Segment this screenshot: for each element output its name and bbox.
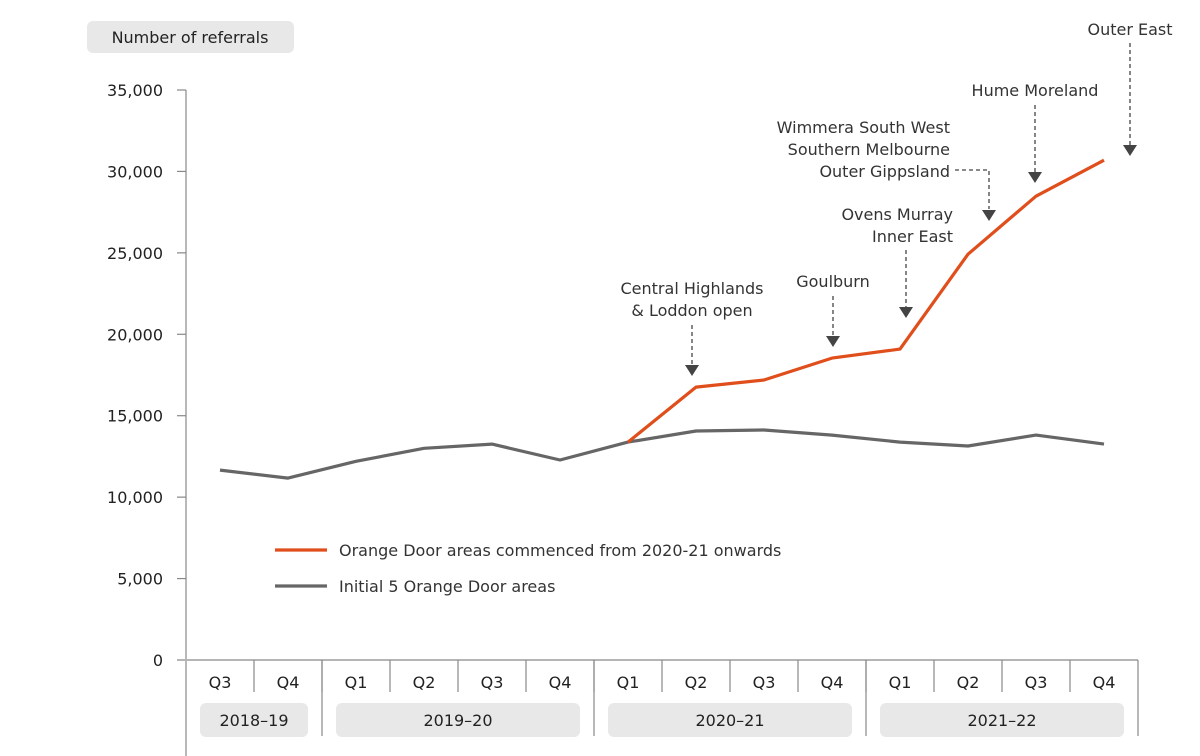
legend-label: Initial 5 Orange Door areas <box>339 577 555 596</box>
series-line-new-areas <box>626 158 1105 444</box>
y-axis-title: Number of referrals <box>87 21 294 53</box>
year-label: 2021–22 <box>967 711 1036 730</box>
x-tick-label: Q3 <box>1025 673 1048 692</box>
x-tick-label: Q4 <box>1093 673 1116 692</box>
year-label: 2018–19 <box>219 711 288 730</box>
x-tick-label: Q1 <box>889 673 912 692</box>
x-tick-label: Q4 <box>549 673 572 692</box>
legend-label: Orange Door areas commenced from 2020-21… <box>339 541 781 560</box>
y-axis-title-background <box>87 21 294 53</box>
year-label-background <box>880 703 1124 737</box>
annotation-arrow-icon <box>899 307 913 318</box>
annotation-label: Hume Moreland <box>972 81 1099 100</box>
x-tick-label: Q2 <box>685 673 708 692</box>
series-layer <box>219 158 1105 480</box>
series-line-initial-areas <box>219 428 1105 480</box>
y-tick-label: 30,000 <box>107 162 163 181</box>
year-label-background <box>336 703 580 737</box>
x-tick-label: Q4 <box>277 673 300 692</box>
y-tick-label: 25,000 <box>107 244 163 263</box>
x-tick-label: Q1 <box>617 673 640 692</box>
y-tick-label: 10,000 <box>107 488 163 507</box>
y-axis: 0 5,000 10,000 15,000 20,000 25,000 30,000 35,0… <box>107 81 187 756</box>
x-tick-label: Q3 <box>209 673 232 692</box>
x-tick-label: Q4 <box>821 673 844 692</box>
year-label-background <box>200 703 308 737</box>
legend: Orange Door areas commenced from 2020-21… <box>275 541 781 596</box>
annotation-arrow-icon <box>826 336 840 347</box>
annotation-label: Inner East <box>872 227 953 246</box>
annotation-label: Central Highlands <box>621 279 764 298</box>
annotation-label: Ovens Murray <box>841 205 953 224</box>
x-tick-label: Q3 <box>481 673 504 692</box>
y-tick-label: 15,000 <box>107 407 163 426</box>
annotation-label: Outer East <box>1087 20 1172 39</box>
annotations: Central Highlands & Loddon open Goulburn Ov… <box>621 20 1173 376</box>
annotation-dashed-line <box>955 169 990 209</box>
y-tick-label: 5,000 <box>117 570 163 589</box>
annotation-label: & Loddon open <box>631 301 752 320</box>
y-axis-title-text: Number of referrals <box>112 28 269 47</box>
year-label: 2019–20 <box>423 711 492 730</box>
annotation-arrow-icon <box>982 210 996 221</box>
annotation-label: Outer Gippsland <box>819 162 950 181</box>
annotation-arrow-icon <box>1123 145 1137 156</box>
year-label-background <box>608 703 852 737</box>
annotation-arrow-icon <box>1028 172 1042 183</box>
x-axis: Q3 Q4 Q1 Q2 Q3 Q4 Q1 Q2 Q3 Q4 Q1 Q2 Q3 Q4 2018–19 2019–… <box>177 659 1139 737</box>
y-tick-label: 0 <box>153 651 163 670</box>
x-tick-label: Q3 <box>753 673 776 692</box>
y-tick-label: 35,000 <box>107 81 163 100</box>
annotation-arrow-icon <box>685 365 699 376</box>
x-tick-label: Q2 <box>413 673 436 692</box>
year-label: 2020–21 <box>695 711 764 730</box>
x-tick-label: Q2 <box>957 673 980 692</box>
x-tick-label: Q1 <box>345 673 368 692</box>
annotation-label: Southern Melbourne <box>788 140 950 159</box>
annotation-label: Wimmera South West <box>777 118 950 137</box>
y-tick-label: 20,000 <box>107 325 163 344</box>
annotation-label: Goulburn <box>796 272 870 291</box>
